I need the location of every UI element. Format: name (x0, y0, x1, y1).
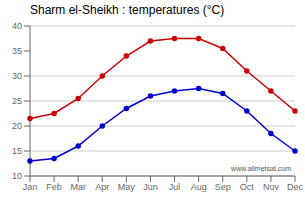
svg-text:Jan: Jan (23, 182, 38, 192)
svg-text:Aug: Aug (191, 182, 207, 192)
svg-text:Nov: Nov (263, 182, 280, 192)
svg-text:40: 40 (12, 21, 22, 31)
svg-text:Sep: Sep (215, 182, 231, 192)
svg-text:10: 10 (12, 171, 22, 181)
svg-text:20: 20 (12, 121, 22, 131)
svg-text:Dec: Dec (287, 182, 297, 192)
html-text:www.allmetsat.com: www.allmetsat.com (231, 165, 291, 172)
svg-text:15: 15 (12, 146, 22, 156)
svg-text:Jul: Jul (169, 182, 181, 192)
svg-text:Oct: Oct (240, 182, 255, 192)
svg-text:Feb: Feb (46, 182, 62, 192)
svg-text:Mar: Mar (70, 182, 86, 192)
svg-text:Apr: Apr (95, 182, 109, 192)
svg-text:Jun: Jun (143, 182, 158, 192)
svg-text:May: May (118, 182, 136, 192)
html-text:Sharm el-Sheikh : temperatures: Sharm el-Sheikh : temperatures (°C) (30, 3, 225, 17)
svg-text:25: 25 (12, 96, 22, 106)
svg-text:30: 30 (12, 71, 22, 81)
svg-text:35: 35 (12, 46, 22, 56)
